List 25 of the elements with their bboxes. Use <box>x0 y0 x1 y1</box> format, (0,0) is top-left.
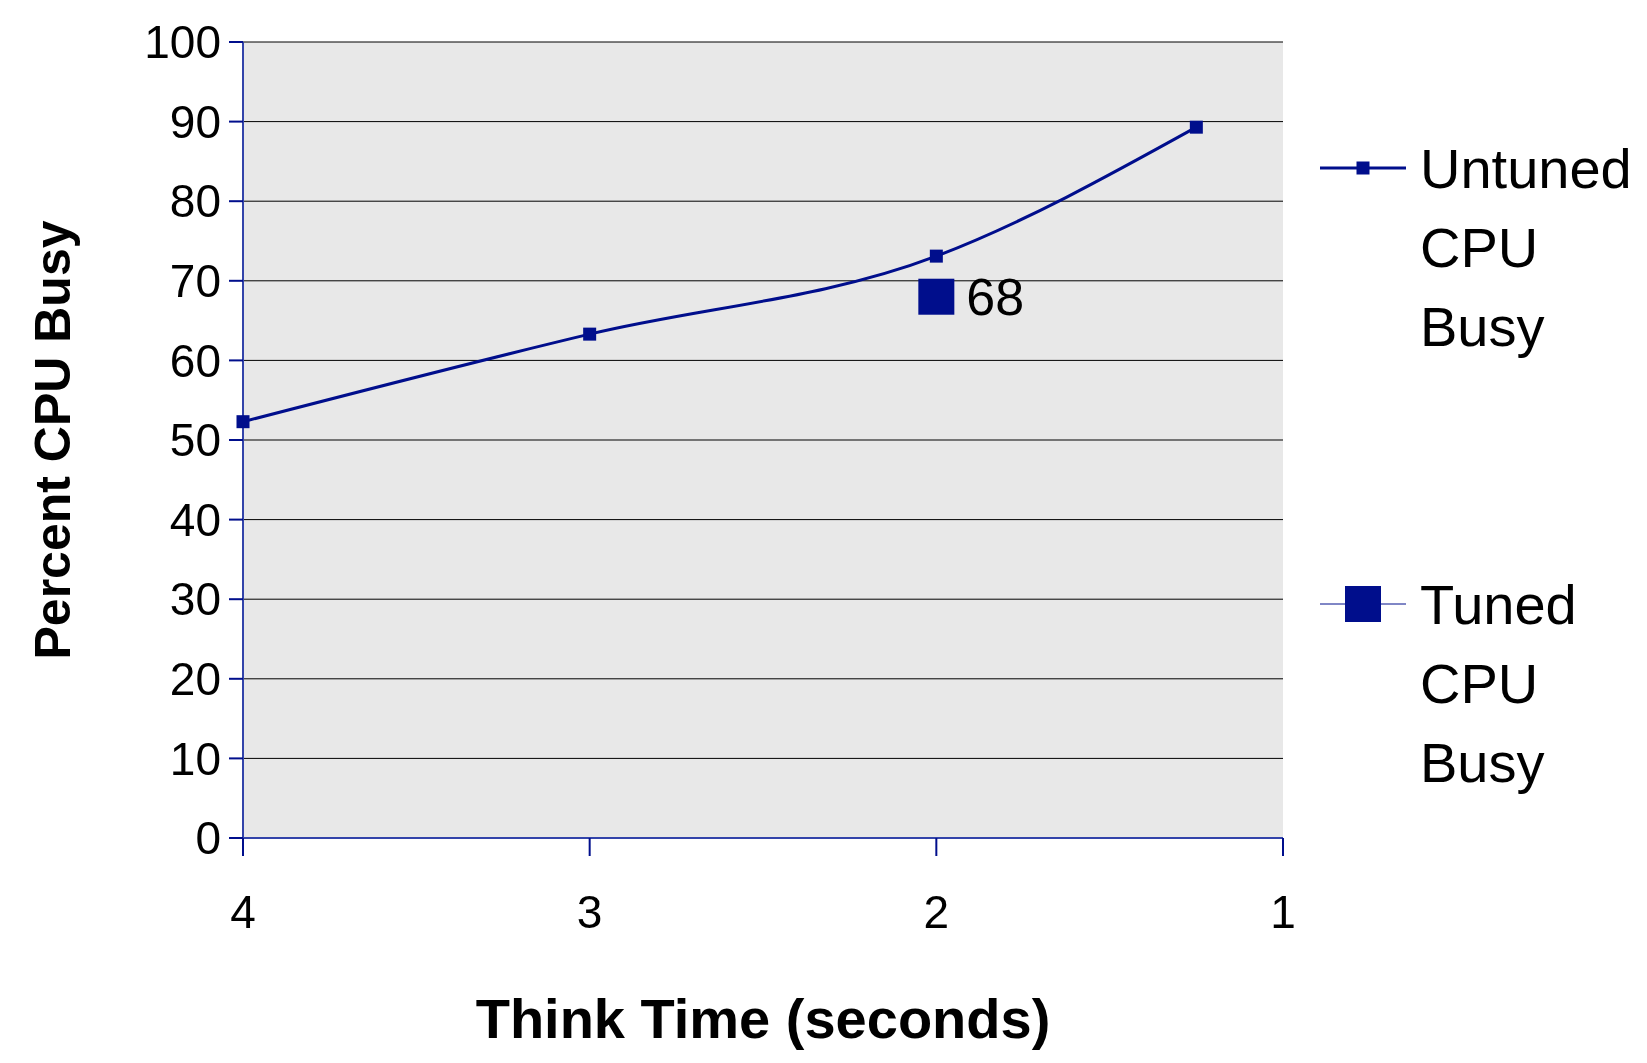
x-tick-label: 4 <box>230 886 256 938</box>
legend-label: Tuned CPU Busy <box>1420 572 1577 794</box>
data-label: 68 <box>966 267 1025 326</box>
legend-label: Untuned CPU Busy <box>1420 136 1632 358</box>
x-tick-label: 1 <box>1270 886 1296 938</box>
x-tick-label: 3 <box>576 886 603 938</box>
y-tick-label: 80 <box>169 175 221 228</box>
point <box>1189 120 1203 134</box>
y-tick-label: 100 <box>144 16 221 69</box>
y-tick-label: 0 <box>195 812 221 865</box>
x-axis-title: Think Time (seconds) <box>475 987 1051 1050</box>
y-tick-label: 10 <box>169 732 221 785</box>
point <box>929 249 943 263</box>
y-tick-label: 60 <box>169 334 221 387</box>
y-tick-label: 90 <box>169 95 221 148</box>
point <box>583 327 597 341</box>
y-tick-label: 20 <box>169 652 221 705</box>
x-tick-label: 2 <box>923 886 950 938</box>
y-tick-label: 30 <box>169 573 221 626</box>
y-tick-label: 50 <box>169 414 221 467</box>
y-axis-title: Percent CPU Busy <box>25 220 81 660</box>
y-tick-label: 40 <box>169 493 221 546</box>
point <box>236 415 250 429</box>
y-tick-label: 70 <box>169 254 221 307</box>
point <box>918 278 955 315</box>
